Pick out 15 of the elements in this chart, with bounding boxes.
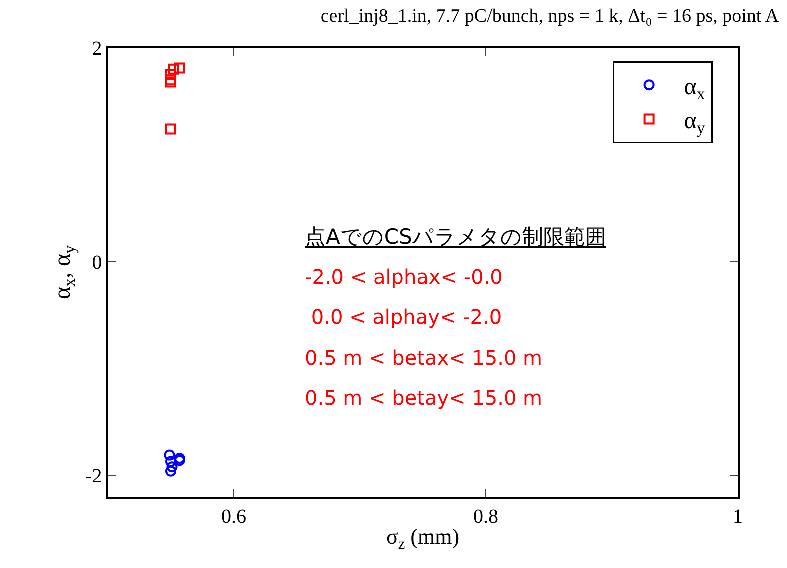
x-tick-label: 0.6	[222, 506, 246, 528]
legend-label: α$_{y}$	[684, 108, 706, 138]
y-tick-label: 0	[92, 252, 102, 274]
x-tick-label: 1	[733, 506, 743, 528]
chart-title: cerl_inj8_1.in, 7.7 pC/bunch, nps = 1 k, Δt₀ = 16 ps, point A	[320, 6, 780, 27]
annotation: 0.5 m < betay< 15.0 m	[305, 386, 543, 410]
legend-label: α$_{x}$	[684, 74, 706, 104]
annotation: 点AでのCSパラメタの制限範囲	[305, 225, 606, 249]
annotation: 0.0 < alphay< -2.0	[305, 305, 502, 329]
annotation: 0.5 m < betax< 15.0 m	[305, 346, 543, 370]
y-tick-label: 2	[92, 38, 102, 60]
x-axis-title: σ$_{z}$ (mm)	[386, 524, 460, 553]
x-tick-label: 0.8	[474, 506, 498, 528]
annotation: -2.0 < alphax< -0.0	[305, 265, 503, 289]
y-tick-label: -2	[86, 466, 102, 488]
